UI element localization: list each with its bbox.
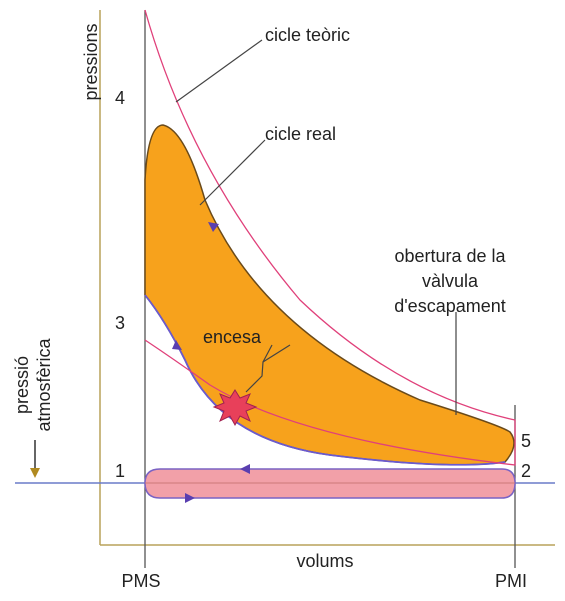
annotation: cicle real	[265, 124, 336, 144]
real-cycle-compression	[144, 294, 506, 466]
arrow	[240, 464, 250, 474]
point-label: 1	[115, 461, 125, 481]
ignition-star	[212, 389, 258, 427]
arrow	[208, 222, 219, 232]
real-cycle	[144, 124, 515, 466]
leader-line	[262, 344, 273, 363]
atmospheric-label: atmosfèrica	[34, 338, 54, 432]
y-axis-label: pressions	[81, 23, 101, 100]
point-label: 5	[521, 431, 531, 451]
x-axis-label: volums	[296, 551, 353, 571]
point-label: 4	[115, 88, 125, 108]
arrow	[185, 493, 195, 503]
arrow	[172, 340, 182, 350]
annotation: cicle teòric	[265, 25, 350, 45]
leader-line	[175, 39, 263, 103]
pms-label: PMS	[121, 571, 160, 591]
pmi-label: PMI	[495, 571, 527, 591]
leader-line	[199, 139, 266, 206]
annotation: d'escapament	[394, 296, 506, 316]
annotation: encesa	[203, 327, 262, 347]
point-label: 3	[115, 313, 125, 333]
annotation: vàlvula	[422, 271, 479, 291]
arrow-head	[30, 468, 40, 478]
point-label: 2	[521, 461, 531, 481]
theoretical-cycle	[144, 9, 516, 466]
annotation: obertura de la	[394, 246, 506, 266]
leader-line	[245, 344, 291, 393]
atmospheric-label: pressió	[12, 356, 32, 414]
